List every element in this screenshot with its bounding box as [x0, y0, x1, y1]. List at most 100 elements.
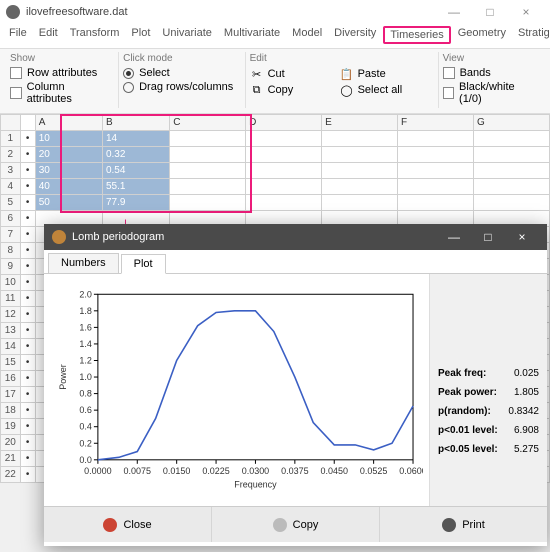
btn-copy-dlg[interactable]: Copy: [212, 507, 380, 542]
rowh-13[interactable]: 13: [1, 323, 21, 339]
rowh-15[interactable]: 15: [1, 355, 21, 371]
cell[interactable]: [246, 179, 322, 195]
min-button[interactable]: —: [436, 5, 472, 19]
btn-paste[interactable]: 📋Paste: [340, 67, 422, 81]
cell[interactable]: 30: [35, 163, 102, 179]
dialog-buttons: Close Copy Print: [44, 506, 547, 542]
colh-C[interactable]: C: [170, 115, 246, 131]
cell[interactable]: [246, 131, 322, 147]
rowh-14[interactable]: 14: [1, 339, 21, 355]
cell[interactable]: [473, 131, 549, 147]
cell[interactable]: [322, 147, 398, 163]
rowh-21[interactable]: 21: [1, 451, 21, 467]
ribbon: Show Row attributes Column attributes Cl…: [0, 48, 550, 114]
menu-file[interactable]: File: [4, 26, 32, 44]
cell[interactable]: 50: [35, 195, 102, 211]
rowh-12[interactable]: 12: [1, 307, 21, 323]
tab-numbers[interactable]: Numbers: [48, 253, 119, 273]
menu-multivariate[interactable]: Multivariate: [219, 26, 285, 44]
rowh-11[interactable]: 11: [1, 291, 21, 307]
colh-F[interactable]: F: [398, 115, 474, 131]
max-button[interactable]: □: [472, 5, 508, 19]
chk-col-attr[interactable]: Column attributes: [10, 81, 110, 105]
cell[interactable]: [473, 147, 549, 163]
cell[interactable]: [398, 131, 474, 147]
cell[interactable]: [170, 163, 246, 179]
rowh-10[interactable]: 10: [1, 275, 21, 291]
cell[interactable]: 14: [102, 131, 169, 147]
cell[interactable]: 20: [35, 147, 102, 163]
rowh-5[interactable]: 5: [1, 195, 21, 211]
svg-text:1.6: 1.6: [79, 322, 91, 332]
rowh-7[interactable]: 7: [1, 227, 21, 243]
rowh-6[interactable]: 6: [1, 211, 21, 227]
cell[interactable]: [322, 131, 398, 147]
rowh-8[interactable]: 8: [1, 243, 21, 259]
rowh-18[interactable]: 18: [1, 403, 21, 419]
rowh-3[interactable]: 3: [1, 163, 21, 179]
rad-select[interactable]: Select: [123, 67, 236, 79]
cell[interactable]: 55.1: [102, 179, 169, 195]
menu-model[interactable]: Model: [287, 26, 327, 44]
cell[interactable]: 10: [35, 131, 102, 147]
btn-selectall[interactable]: ◯Select all: [340, 83, 422, 97]
cell[interactable]: [246, 147, 322, 163]
rad-drag[interactable]: Drag rows/columns: [123, 81, 236, 93]
menu-geometry[interactable]: Geometry: [453, 26, 511, 44]
menu-stratigraphy[interactable]: Stratigraphy: [513, 26, 550, 44]
cell[interactable]: [246, 195, 322, 211]
colh-G[interactable]: G: [473, 115, 549, 131]
rowh-2[interactable]: 2: [1, 147, 21, 163]
btn-cut[interactable]: ✂Cut: [250, 67, 332, 81]
dlg-min[interactable]: —: [437, 230, 471, 244]
btn-close[interactable]: Close: [44, 507, 212, 542]
rowh-16[interactable]: 16: [1, 371, 21, 387]
chk-bands[interactable]: Bands: [443, 67, 536, 79]
cell[interactable]: [473, 179, 549, 195]
cell[interactable]: [398, 147, 474, 163]
cell[interactable]: 40: [35, 179, 102, 195]
tab-plot[interactable]: Plot: [121, 254, 166, 274]
chk-row-attr[interactable]: Row attributes: [10, 67, 110, 79]
cell[interactable]: [170, 179, 246, 195]
rowh-1[interactable]: 1: [1, 131, 21, 147]
menu-edit[interactable]: Edit: [34, 26, 63, 44]
cell[interactable]: 77.9: [102, 195, 169, 211]
cell[interactable]: [398, 163, 474, 179]
rowh-19[interactable]: 19: [1, 419, 21, 435]
btn-print[interactable]: Print: [380, 507, 547, 542]
rowh-9[interactable]: 9: [1, 259, 21, 275]
menu-transform[interactable]: Transform: [65, 26, 125, 44]
btn-copy[interactable]: ⧉Copy: [250, 83, 332, 97]
cell[interactable]: [170, 131, 246, 147]
cell[interactable]: 0.32: [102, 147, 169, 163]
colh-D[interactable]: D: [246, 115, 322, 131]
close-button[interactable]: ×: [508, 5, 544, 19]
colh-B[interactable]: B: [102, 115, 169, 131]
cell[interactable]: [398, 179, 474, 195]
cell[interactable]: [473, 163, 549, 179]
menu-timeseries[interactable]: Timeseries: [383, 26, 450, 44]
cell[interactable]: [398, 195, 474, 211]
cell[interactable]: [322, 163, 398, 179]
cell[interactable]: [322, 195, 398, 211]
menu-plot[interactable]: Plot: [126, 26, 155, 44]
rowh-17[interactable]: 17: [1, 387, 21, 403]
rowh-20[interactable]: 20: [1, 435, 21, 451]
dlg-max[interactable]: □: [471, 230, 505, 244]
menu-diversity[interactable]: Diversity: [329, 26, 381, 44]
colh-A[interactable]: A: [35, 115, 102, 131]
cell[interactable]: [473, 195, 549, 211]
chk-bw[interactable]: Black/white (1/0): [443, 81, 536, 105]
cell[interactable]: [322, 179, 398, 195]
cell[interactable]: [246, 163, 322, 179]
cell[interactable]: [170, 147, 246, 163]
rowh-4[interactable]: 4: [1, 179, 21, 195]
svg-text:0.0000: 0.0000: [84, 466, 111, 476]
cell[interactable]: [170, 195, 246, 211]
rowh-22[interactable]: 22: [1, 467, 21, 483]
dlg-close[interactable]: ×: [505, 230, 539, 244]
menu-univariate[interactable]: Univariate: [157, 26, 217, 44]
cell[interactable]: 0.54: [102, 163, 169, 179]
colh-E[interactable]: E: [322, 115, 398, 131]
